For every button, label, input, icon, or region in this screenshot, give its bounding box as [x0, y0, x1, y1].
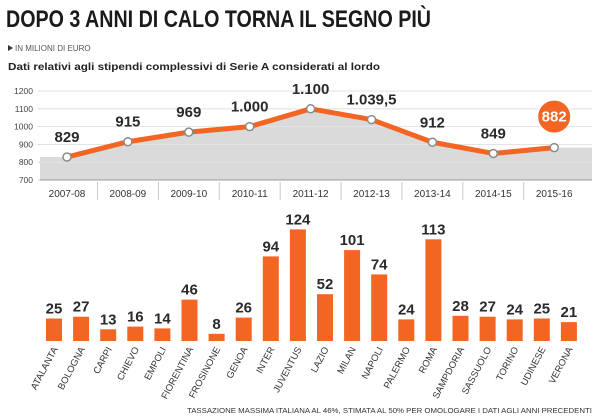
team-label-lazio: LAZIO: [309, 345, 332, 374]
value-label-2011-12: 1.100: [292, 81, 330, 98]
x-tick-label-2014-15: 2014-15: [475, 189, 512, 200]
footnote: TASSAZIONE MASSIMA ITALIANA AL 46%, STIM…: [187, 408, 592, 415]
bar-value-udinese: 25: [533, 301, 550, 318]
bar-value-milan: 101: [340, 232, 365, 249]
x-tick-label-2013-14: 2013-14: [414, 189, 451, 200]
y-tick-label: 1200: [14, 86, 33, 96]
bar-value-sassuolo: 27: [479, 299, 496, 316]
line-point-2013-14: [427, 137, 438, 148]
bar-torino: [506, 319, 523, 341]
bar-value-sampdoria: 28: [452, 298, 469, 315]
line-point-2015-16: [549, 142, 559, 153]
value-label-2010-11: 1.000: [231, 99, 269, 116]
x-tick-label-2012-13: 2012-13: [353, 189, 390, 200]
x-tick-label-2007-08: 2007-08: [49, 189, 86, 200]
bar-value-atalanta: 25: [46, 301, 63, 318]
value-label-2013-14: 912: [420, 114, 445, 131]
y-tick-label: 1000: [14, 122, 33, 132]
bar-napoli: [371, 274, 388, 341]
team-label-torino: TORINO: [494, 345, 521, 383]
bar-juventus: [289, 229, 306, 341]
y-tick-label: 800: [19, 157, 33, 167]
bar-value-torino: 24: [506, 301, 523, 318]
value-label-2014-15: 849: [481, 125, 506, 142]
bar-value-palermo: 24: [398, 301, 415, 318]
team-label-verona: VERONA: [547, 345, 576, 386]
bar-milan: [344, 250, 361, 341]
team-label-chievo: CHIEVO: [115, 345, 142, 382]
bar-genoa: [235, 317, 252, 341]
bar-palermo: [398, 319, 415, 341]
unit-note: IN MILIONI DI EURO: [15, 44, 91, 53]
y-tick-label: 900: [19, 139, 33, 149]
line-point-2012-13: [366, 114, 377, 125]
value-label-2015-16: 882: [542, 109, 567, 126]
line-point-2014-15: [488, 148, 499, 159]
bar-value-carpi: 13: [100, 311, 117, 328]
bar-lazio: [317, 294, 333, 341]
value-label-2008-09: 915: [115, 114, 140, 131]
value-label-2012-13: 1.039,5: [346, 92, 396, 109]
bar-carpi: [100, 329, 117, 341]
y-tick-label: 1100: [15, 104, 34, 114]
bar-value-chievo: 16: [127, 309, 144, 326]
team-label-napoli: NAPOLI: [360, 345, 386, 381]
bar-value-bologna: 27: [73, 299, 90, 316]
y-tick-label: 700: [19, 175, 33, 185]
line-point-2007-08: [62, 152, 72, 162]
team-label-inter: INTER: [254, 345, 277, 375]
bar-value-juventus: 124: [285, 211, 311, 228]
bar-sassuolo: [479, 316, 496, 341]
team-label-genoa: GENOA: [225, 345, 251, 381]
team-label-milan: MILAN: [335, 345, 358, 376]
value-label-2007-08: 829: [54, 129, 79, 146]
line-point-2011-12: [305, 104, 316, 114]
x-tick-label-2008-09: 2008-09: [110, 189, 147, 200]
bar-empoli: [154, 328, 171, 341]
team-label-roma: ROMA: [417, 345, 440, 376]
bar-fiorentina: [181, 299, 198, 341]
line-point-2009-10: [184, 127, 194, 137]
team-label-juventus: JUVENTUS: [271, 345, 304, 394]
bar-chievo: [127, 326, 144, 341]
x-tick-label-2010-11: 2010-11: [232, 189, 268, 200]
bar-inter: [262, 256, 279, 341]
line-point-2008-09: [123, 136, 133, 147]
highlight-badge: [536, 98, 573, 135]
play-arrow-icon: [8, 45, 13, 51]
bar-verona: [560, 322, 577, 341]
bar-udinese: [533, 318, 550, 341]
bar-sampdoria: [452, 315, 469, 341]
bar-atalanta: [46, 318, 62, 341]
x-tick-label-2015-16: 2015-16: [536, 189, 573, 200]
bar-value-inter: 94: [262, 238, 279, 255]
bar-roma: [425, 239, 442, 341]
page-title: DOPO 3 ANNI DI CALO TORNA IL SEGNO PIÙ: [6, 5, 431, 33]
salary-line-chart: 1200 1100 1000 900 800 700 829 2007-08 915 2008-0…: [14, 81, 592, 200]
x-tick-label-2009-10: 2009-10: [170, 189, 207, 200]
bar-value-fiorentina: 46: [181, 282, 198, 299]
bar-bologna: [73, 316, 90, 341]
team-label-empoli: EMPOLI: [142, 345, 169, 382]
bar-frosinone: [208, 333, 225, 341]
bar-value-genoa: 26: [235, 300, 252, 317]
team-label-udinese: UDINESE: [519, 345, 549, 387]
team-label-palermo: PALERMO: [382, 345, 413, 391]
club-bar-chart: 25ATALANTA27BOLOGNA13CARPI16CHIEVO14EMPO…: [29, 211, 577, 401]
team-label-bologna: BOLOGNA: [56, 345, 88, 392]
team-label-carpi: CARPI: [91, 345, 114, 376]
x-tick-label-2011-12: 2011-12: [293, 189, 329, 200]
bar-value-frosinone: 8: [212, 316, 220, 333]
bar-value-lazio: 52: [317, 276, 334, 293]
chart-subtitle: Dati relativi agli stipendi complessivi …: [8, 61, 380, 73]
value-label-2009-10: 969: [176, 104, 201, 121]
bar-value-napoli: 74: [371, 256, 388, 273]
bar-value-empoli: 14: [154, 310, 171, 327]
bar-value-roma: 113: [421, 221, 445, 238]
bar-value-verona: 21: [561, 304, 578, 321]
line-point-2010-11: [244, 121, 255, 132]
